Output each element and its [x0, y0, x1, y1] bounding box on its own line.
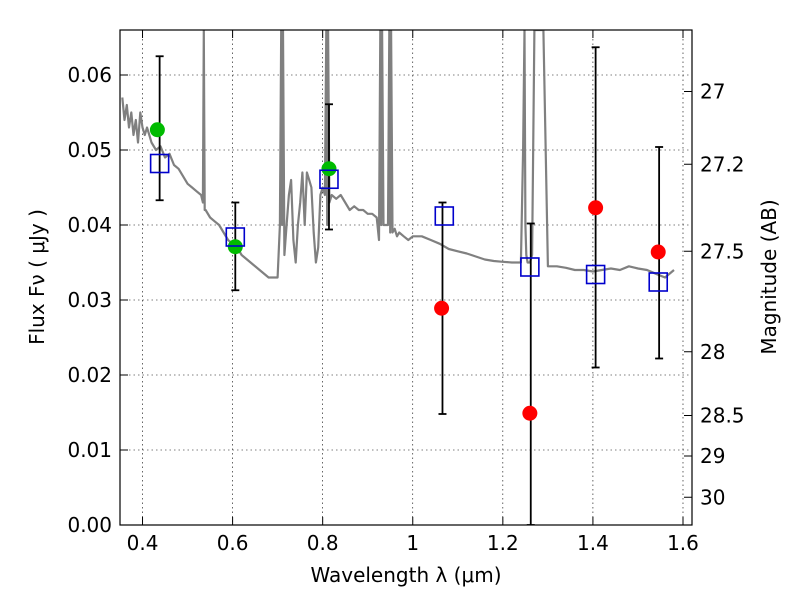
x-tick-label: 0.6 [217, 531, 249, 555]
magnitude-tick-label: 27.2 [700, 152, 745, 176]
model-photometry-square [149, 153, 170, 174]
model-photometry-square [648, 272, 669, 292]
right-axis-title: Magnitude (AB) [757, 199, 781, 354]
y-tick-label: 0.03 [67, 288, 112, 312]
y-tick-label: 0.00 [67, 513, 112, 537]
model-photometry-square [520, 257, 540, 277]
grid-lines [120, 30, 692, 526]
model-photometry-square [319, 169, 339, 190]
observed-flux-point [321, 161, 337, 177]
model-photometry-square [225, 227, 246, 247]
y-tick-label: 0.04 [67, 213, 112, 237]
magnitude-tick-label: 29 [700, 444, 725, 468]
plot-frame [119, 29, 693, 526]
x-tick-label: 1.2 [487, 531, 519, 555]
x-tick-label: 1 [406, 531, 419, 555]
plot-data [121, 30, 675, 525]
plot-area-background [120, 30, 692, 525]
observed-flux-point [588, 200, 604, 216]
magnitude-tick-label: 28 [700, 340, 725, 364]
magnitude-tick-label: 27 [700, 80, 725, 104]
y-axis-title: Flux Fν ( μJy ) [25, 209, 49, 345]
x-tick-label: 0.8 [307, 531, 339, 555]
y-tick-label: 0.01 [67, 438, 112, 462]
y-tick-label: 0.06 [67, 63, 112, 87]
model-photometry-square [585, 264, 606, 285]
observed-flux-point [522, 405, 538, 421]
x-axis-title: Wavelength λ (μm) [310, 563, 501, 587]
axis-tick-labels: 0.4 0.6 0.8 1 1.2 1.4 1.6 0.00 0.01 0.02 0.03 0.04 0… [67, 63, 744, 555]
observed-flux-point [650, 244, 666, 260]
observed-flux-point [149, 122, 165, 138]
y-tick-label: 0.05 [67, 138, 112, 162]
x-tick-label: 1.6 [667, 531, 699, 555]
x-tick-label: 1.4 [577, 531, 609, 555]
magnitude-tick-label: 27.5 [700, 239, 745, 263]
observed-flux-point [434, 300, 450, 316]
model-photometry-square [434, 206, 455, 226]
magnitude-tick-label: 28.5 [700, 404, 745, 428]
y-tick-label: 0.02 [67, 363, 112, 387]
x-tick-label: 0.4 [127, 531, 159, 555]
axis-ticks [120, 30, 692, 526]
magnitude-tick-label: 30 [700, 485, 725, 509]
